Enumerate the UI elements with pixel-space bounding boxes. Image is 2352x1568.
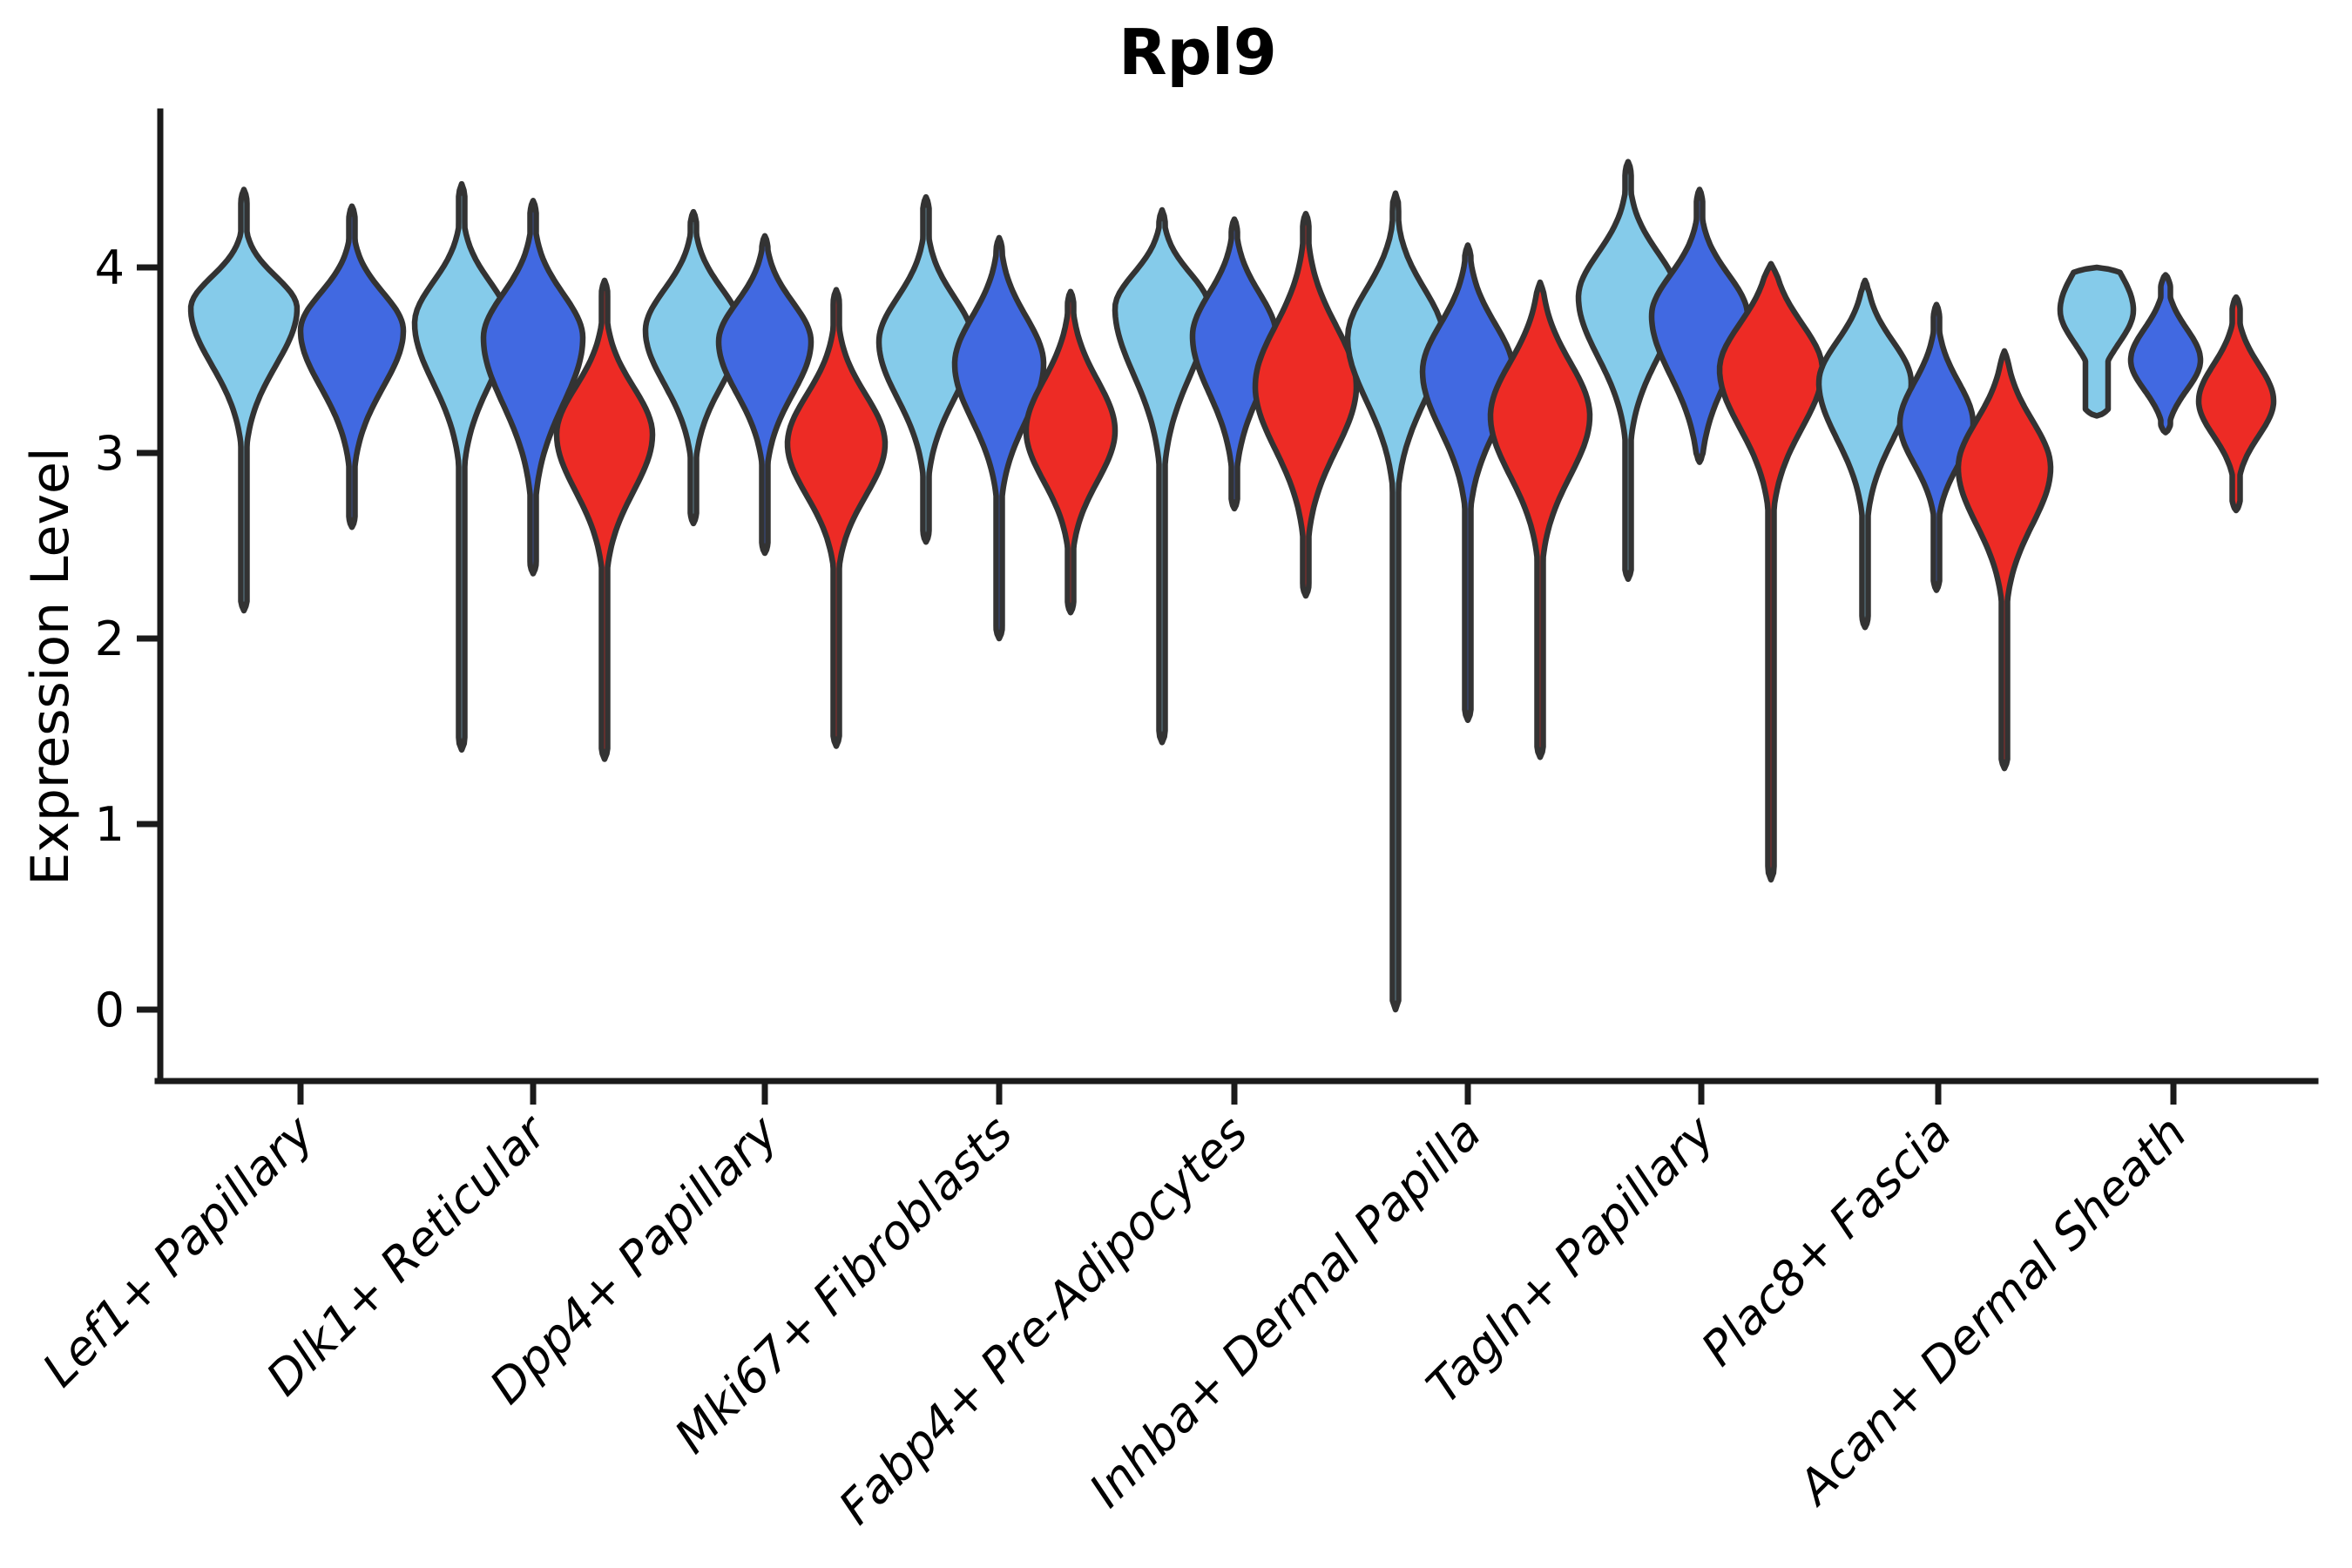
x-tick-label: Plac8+ Fascia [1691, 1105, 1962, 1376]
violin-lef1-papillary-dark [297, 203, 407, 531]
y-tick-label: 2 [95, 612, 125, 666]
x-tick-label: Inhba+ Dermal Papilla [1078, 1105, 1491, 1518]
violin-inhba-dermal-papilla-red [1487, 279, 1593, 760]
violin-dlk1-reticular-light [411, 180, 512, 754]
x-tick-label: Acan+ Dermal Sheath [1786, 1105, 2197, 1517]
violin-mki67-fibroblasts-light [875, 193, 977, 545]
y-tick-label: 3 [95, 426, 125, 481]
violin-plac8-fascia-dark [1896, 301, 1977, 593]
chart-title: Rpl9 [1119, 16, 1277, 89]
violin-mki67-fibroblasts-dark [951, 234, 1047, 642]
violin-acan-dermal-sheath-light [2057, 264, 2137, 419]
y-tick-label: 0 [95, 983, 125, 1037]
violin-dlk1-reticular-red [553, 277, 656, 762]
violin-acan-dermal-sheath-dark [2127, 272, 2204, 436]
violin-dpp4-papillary-red [784, 287, 889, 749]
y-tick-label: 4 [95, 240, 125, 295]
x-tick-label: Fabp4+ Pre-Adipocytes [828, 1105, 1258, 1535]
violin-inhba-dermal-papilla-light [1344, 190, 1447, 1013]
violin-dlk1-reticular-dark [480, 198, 586, 577]
violin-mki67-fibroblasts-red [1023, 288, 1119, 616]
violin-fabp4-pre-adipocytes-dark [1189, 216, 1280, 512]
violin-fabp4-pre-adipocytes-red [1252, 210, 1360, 599]
y-tick-label: 1 [95, 797, 125, 852]
violin-acan-dermal-sheath-red [2195, 294, 2277, 514]
violin-tagln-papillary-dark [1648, 186, 1751, 465]
violin-lef1-papillary-light [187, 186, 301, 614]
violin-plac8-fascia-light [1815, 277, 1915, 631]
violin-plac8-fascia-red [1955, 348, 2054, 772]
violin-tagln-papillary-red [1716, 260, 1826, 883]
violin-dpp4-papillary-dark [715, 233, 814, 557]
violin-tagln-papillary-light [1575, 159, 1681, 583]
violin-fabp4-pre-adipocytes-light [1112, 206, 1213, 746]
